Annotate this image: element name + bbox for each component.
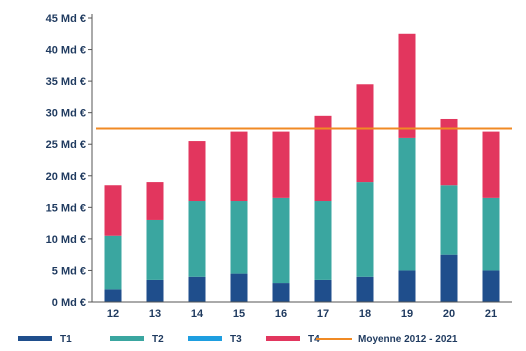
x-tick-label: 17 [317,308,329,320]
bar-t1-15 [230,273,248,302]
y-tick-label: 20 Md € [46,171,86,183]
bar-t2-21 [482,197,500,271]
legend-swatch-t1 [18,336,52,341]
legend-swatch-t4 [266,336,300,341]
x-axis: 12 13 14 15 16 17 18 19 20 21 [92,301,512,320]
bar-t4-12 [104,185,122,236]
y-tick-label: 45 Md € [46,13,86,25]
y-tick-label: 5 Md € [52,265,86,277]
bar-t2-15 [230,201,248,274]
x-tick-label: 12 [107,308,119,320]
legend-label: T3 [230,334,242,345]
legend-label: Moyenne 2012 - 2021 [358,334,458,345]
y-tick-label: 35 Md € [46,76,86,88]
bar-t1-13 [146,279,164,302]
bars [104,33,500,302]
bar-t1-18 [356,276,374,302]
legend-label: T2 [152,334,164,345]
bar-t1-17 [314,279,332,302]
bar-t4-18 [356,84,374,183]
bar-t1-19 [398,270,416,302]
x-tick-label: 20 [443,308,455,320]
legend-swatch-t2 [110,336,144,341]
legend: T1 T2 T3 T4 Moyenne 2012 - 2021 [18,334,458,345]
y-axis: 0 Md € 5 Md € 10 Md € 15 Md € 20 Md € 25 Md €… [46,13,93,309]
x-tick-label: 15 [233,308,245,320]
bar-t2-12 [104,235,122,290]
bar-t4-15 [230,131,248,202]
x-tick-label: 21 [485,308,497,320]
bar-t4-16 [272,131,290,198]
y-tick-label: 15 Md € [46,202,86,214]
bar-t4-20 [440,118,458,186]
bar-t1-12 [104,289,122,302]
bar-t2-18 [356,182,374,277]
bar-t2-19 [398,137,416,271]
y-tick-label: 0 Md € [52,297,86,309]
y-tick-label: 10 Md € [46,234,86,246]
bar-t2-13 [146,219,164,280]
legend-label: T4 [308,334,320,345]
bar-t4-13 [146,182,164,220]
bar-t4-17 [314,115,332,202]
bar-t4-21 [482,131,500,198]
x-tick-label: 18 [359,308,371,320]
legend-swatch-t3 [188,336,222,341]
bar-t2-14 [188,201,206,277]
x-tick-label: 13 [149,308,161,320]
bar-t2-17 [314,201,332,280]
y-tick-label: 40 Md € [46,45,86,57]
bar-t1-16 [272,283,290,302]
y-tick-label: 25 Md € [46,139,86,151]
bar-t2-20 [440,185,458,255]
bar-t1-14 [188,276,206,302]
bar-t1-21 [482,270,500,302]
bar-t4-19 [398,33,416,138]
y-tick-label: 30 Md € [46,108,86,120]
bar-t1-20 [440,254,458,302]
bar-t4-14 [188,141,206,202]
x-tick-label: 19 [401,308,413,320]
bar-t2-16 [272,197,290,284]
x-tick-label: 14 [191,308,204,320]
legend-label: T1 [60,334,72,345]
x-tick-label: 16 [275,308,287,320]
